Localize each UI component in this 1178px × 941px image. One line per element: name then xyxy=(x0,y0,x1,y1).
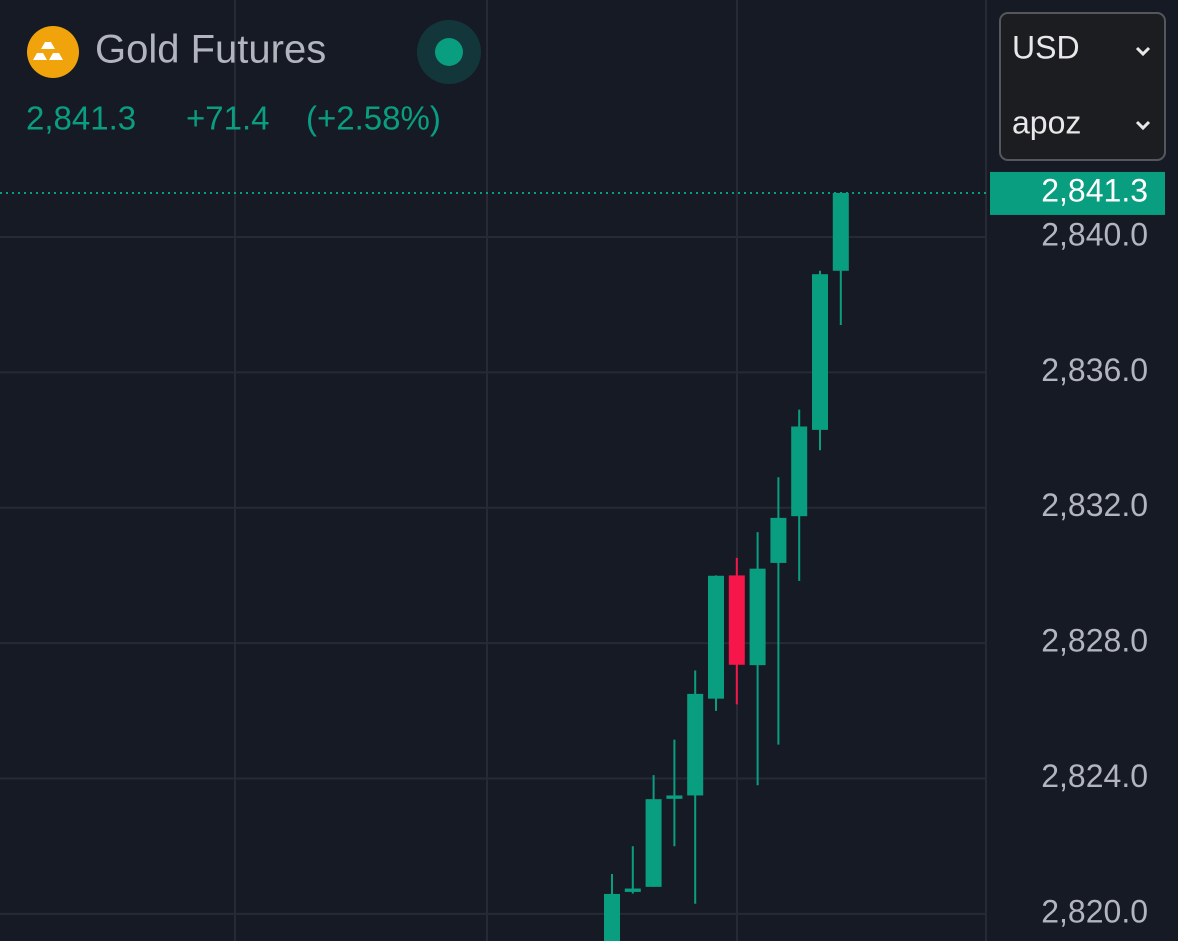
chevron xyxy=(1135,46,1151,57)
grid xyxy=(0,0,987,941)
y-tick-label: 2,824.0 xyxy=(1041,758,1148,794)
candle-body xyxy=(728,575,745,665)
last-price-tag-label: 2,841.3 xyxy=(1041,172,1148,208)
y-tick-label: 2,840.0 xyxy=(1041,216,1148,252)
candle-body xyxy=(687,693,704,796)
y-tick-label: 2,820.0 xyxy=(1041,893,1148,929)
currency-select[interactable]: USD xyxy=(1012,29,1080,65)
chevron xyxy=(1135,120,1151,131)
y-tick-label: 2,828.0 xyxy=(1041,623,1148,659)
status-dot xyxy=(435,38,463,66)
last-price: 2,841.3 xyxy=(26,100,136,137)
gold-icon xyxy=(27,26,79,78)
candle-body xyxy=(604,893,620,941)
title: Gold Futures xyxy=(95,28,326,72)
candle-body xyxy=(624,888,641,892)
candles xyxy=(604,192,849,941)
change-percent: (+2.58%) xyxy=(306,100,441,137)
y-tick-label: 2,836.0 xyxy=(1041,352,1148,388)
candle-body xyxy=(832,192,849,271)
unit-select[interactable]: apoz xyxy=(1012,104,1081,140)
candle-body xyxy=(791,426,808,517)
candle-body xyxy=(812,274,828,430)
dropdown-panel xyxy=(999,12,1166,161)
candle-body xyxy=(666,795,683,799)
candle-body xyxy=(645,799,662,887)
last-price-tag xyxy=(990,171,1165,215)
y-tick-label: 2,832.0 xyxy=(1041,487,1148,523)
gold-bars xyxy=(33,42,63,60)
overlay: Gold Futures 2,841.3 +71.4 (+2.58%) USD … xyxy=(26,12,1166,161)
candle-body xyxy=(749,568,766,666)
candle-body xyxy=(708,575,724,699)
change: +71.4 xyxy=(186,100,270,137)
candle-body xyxy=(770,517,787,563)
